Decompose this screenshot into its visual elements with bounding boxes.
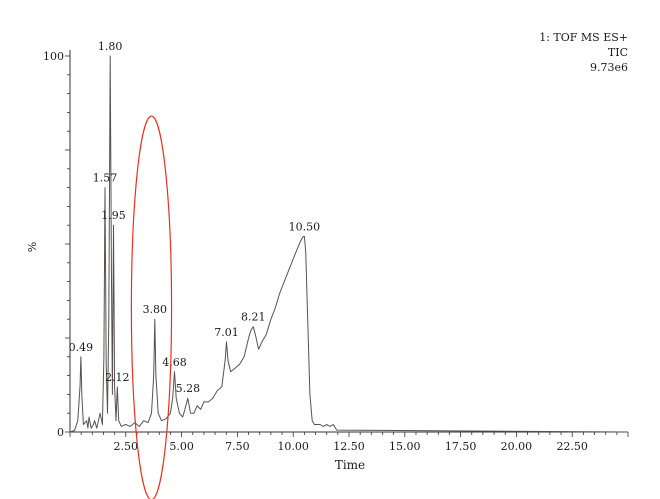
peak-label: 1.95	[101, 209, 126, 222]
x-tick-label: 20.00	[501, 440, 533, 453]
x-tick-label: 10.00	[277, 440, 309, 453]
peak-label: 7.01	[214, 326, 239, 339]
peak-label: 1.80	[98, 40, 123, 53]
header-channel: TIC	[607, 46, 628, 59]
header-instrument: 1: TOF MS ES+	[539, 31, 628, 44]
tic-series-line	[69, 55, 629, 433]
peak-label: 4.68	[162, 356, 187, 369]
peak-label: 8.21	[241, 311, 266, 324]
x-tick-label: 2.50	[114, 440, 139, 453]
peak-labels: 0.49 1.57 1.80 1.95 2.12 3.80 4.68 5.28 7.018.21…	[69, 40, 320, 395]
chromatogram-trace	[69, 55, 629, 433]
x-tick-label: 22.50	[556, 440, 588, 453]
x-tick-label: 12.50	[333, 440, 365, 453]
peak-label: 5.28	[176, 382, 201, 395]
x-tick-label: 7.50	[225, 440, 250, 453]
x-tick-label: 5.00	[169, 440, 194, 453]
header-scale: 9.73e6	[589, 61, 628, 74]
peak-label: 1.57	[93, 172, 118, 185]
peak-label: 10.50	[289, 220, 321, 233]
peak-label: 2.12	[105, 371, 130, 384]
y-tick-label: 100	[43, 50, 64, 63]
peak-label: 3.80	[143, 303, 168, 316]
y-axis-label: %	[26, 242, 39, 252]
highlight-ellipse	[130, 115, 173, 499]
peak-label: 0.49	[69, 341, 94, 354]
x-tick-label: 17.50	[445, 440, 477, 453]
highlight-annotation	[130, 115, 173, 499]
chart-axes: 2.50 5.00 7.50 10.00 12.50 15.00 17.50 20.00 22.…	[43, 50, 629, 453]
y-tick-label: 0	[57, 426, 64, 439]
x-tick-label: 15.00	[389, 440, 421, 453]
x-axis-label: Time	[335, 458, 365, 472]
